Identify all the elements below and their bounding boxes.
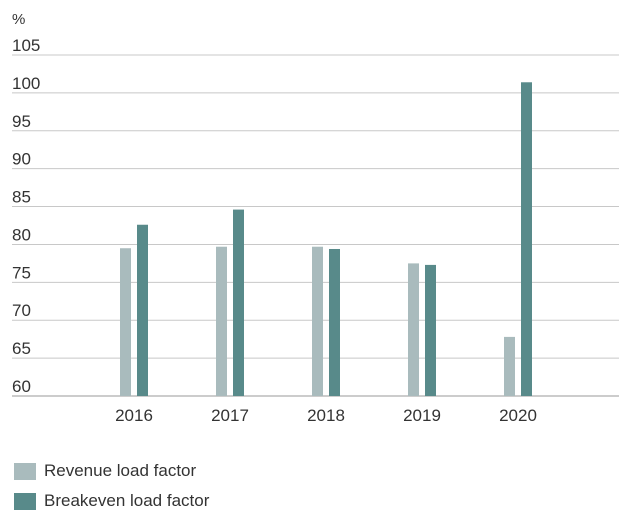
legend-item-revenue: Revenue load factor bbox=[14, 456, 209, 486]
legend: Revenue load factor Breakeven load facto… bbox=[14, 456, 209, 516]
x-tick-labels: 2016 2017 2018 2019 2020 bbox=[115, 406, 537, 425]
legend-label-breakeven: Breakeven load factor bbox=[44, 491, 210, 510]
y-tick-label-105: 105 bbox=[12, 36, 40, 55]
x-tick-label-2016: 2016 bbox=[115, 406, 153, 425]
bar-breakeven-2017 bbox=[233, 209, 244, 396]
y-tick-label-65: 65 bbox=[12, 339, 31, 358]
bar-breakeven-2020 bbox=[521, 82, 532, 396]
grid-lines bbox=[12, 54, 619, 397]
bars bbox=[120, 82, 532, 396]
x-tick-label-2020: 2020 bbox=[499, 406, 537, 425]
legend-label-revenue: Revenue load factor bbox=[44, 461, 197, 480]
bar-breakeven-2016 bbox=[137, 224, 148, 396]
y-tick-label-100: 100 bbox=[12, 74, 40, 93]
bar-revenue-2017 bbox=[216, 246, 227, 396]
y-tick-label-90: 90 bbox=[12, 150, 31, 169]
x-tick-label-2018: 2018 bbox=[307, 406, 345, 425]
y-tick-label-85: 85 bbox=[12, 188, 31, 207]
y-tick-label-80: 80 bbox=[12, 225, 31, 244]
bar-revenue-2018 bbox=[312, 246, 323, 396]
y-tick-label-95: 95 bbox=[12, 112, 31, 131]
y-tick-label-70: 70 bbox=[12, 301, 31, 320]
y-unit-label: % bbox=[12, 11, 25, 28]
x-tick-label-2017: 2017 bbox=[211, 406, 249, 425]
legend-swatch-breakeven bbox=[14, 492, 36, 510]
y-tick-labels: 60 65 70 75 80 85 90 95 100 105 bbox=[12, 36, 40, 396]
bar-revenue-2016 bbox=[120, 248, 131, 396]
y-tick-label-75: 75 bbox=[12, 263, 31, 282]
legend-item-breakeven: Breakeven load factor bbox=[14, 486, 209, 516]
bar-revenue-2019 bbox=[408, 263, 419, 396]
legend-swatch-revenue bbox=[14, 462, 36, 480]
x-tick-label-2019: 2019 bbox=[403, 406, 441, 425]
bar-revenue-2020 bbox=[504, 336, 515, 396]
y-tick-label-60: 60 bbox=[12, 377, 31, 396]
bar-breakeven-2018 bbox=[329, 248, 340, 396]
bar-breakeven-2019 bbox=[425, 264, 436, 396]
